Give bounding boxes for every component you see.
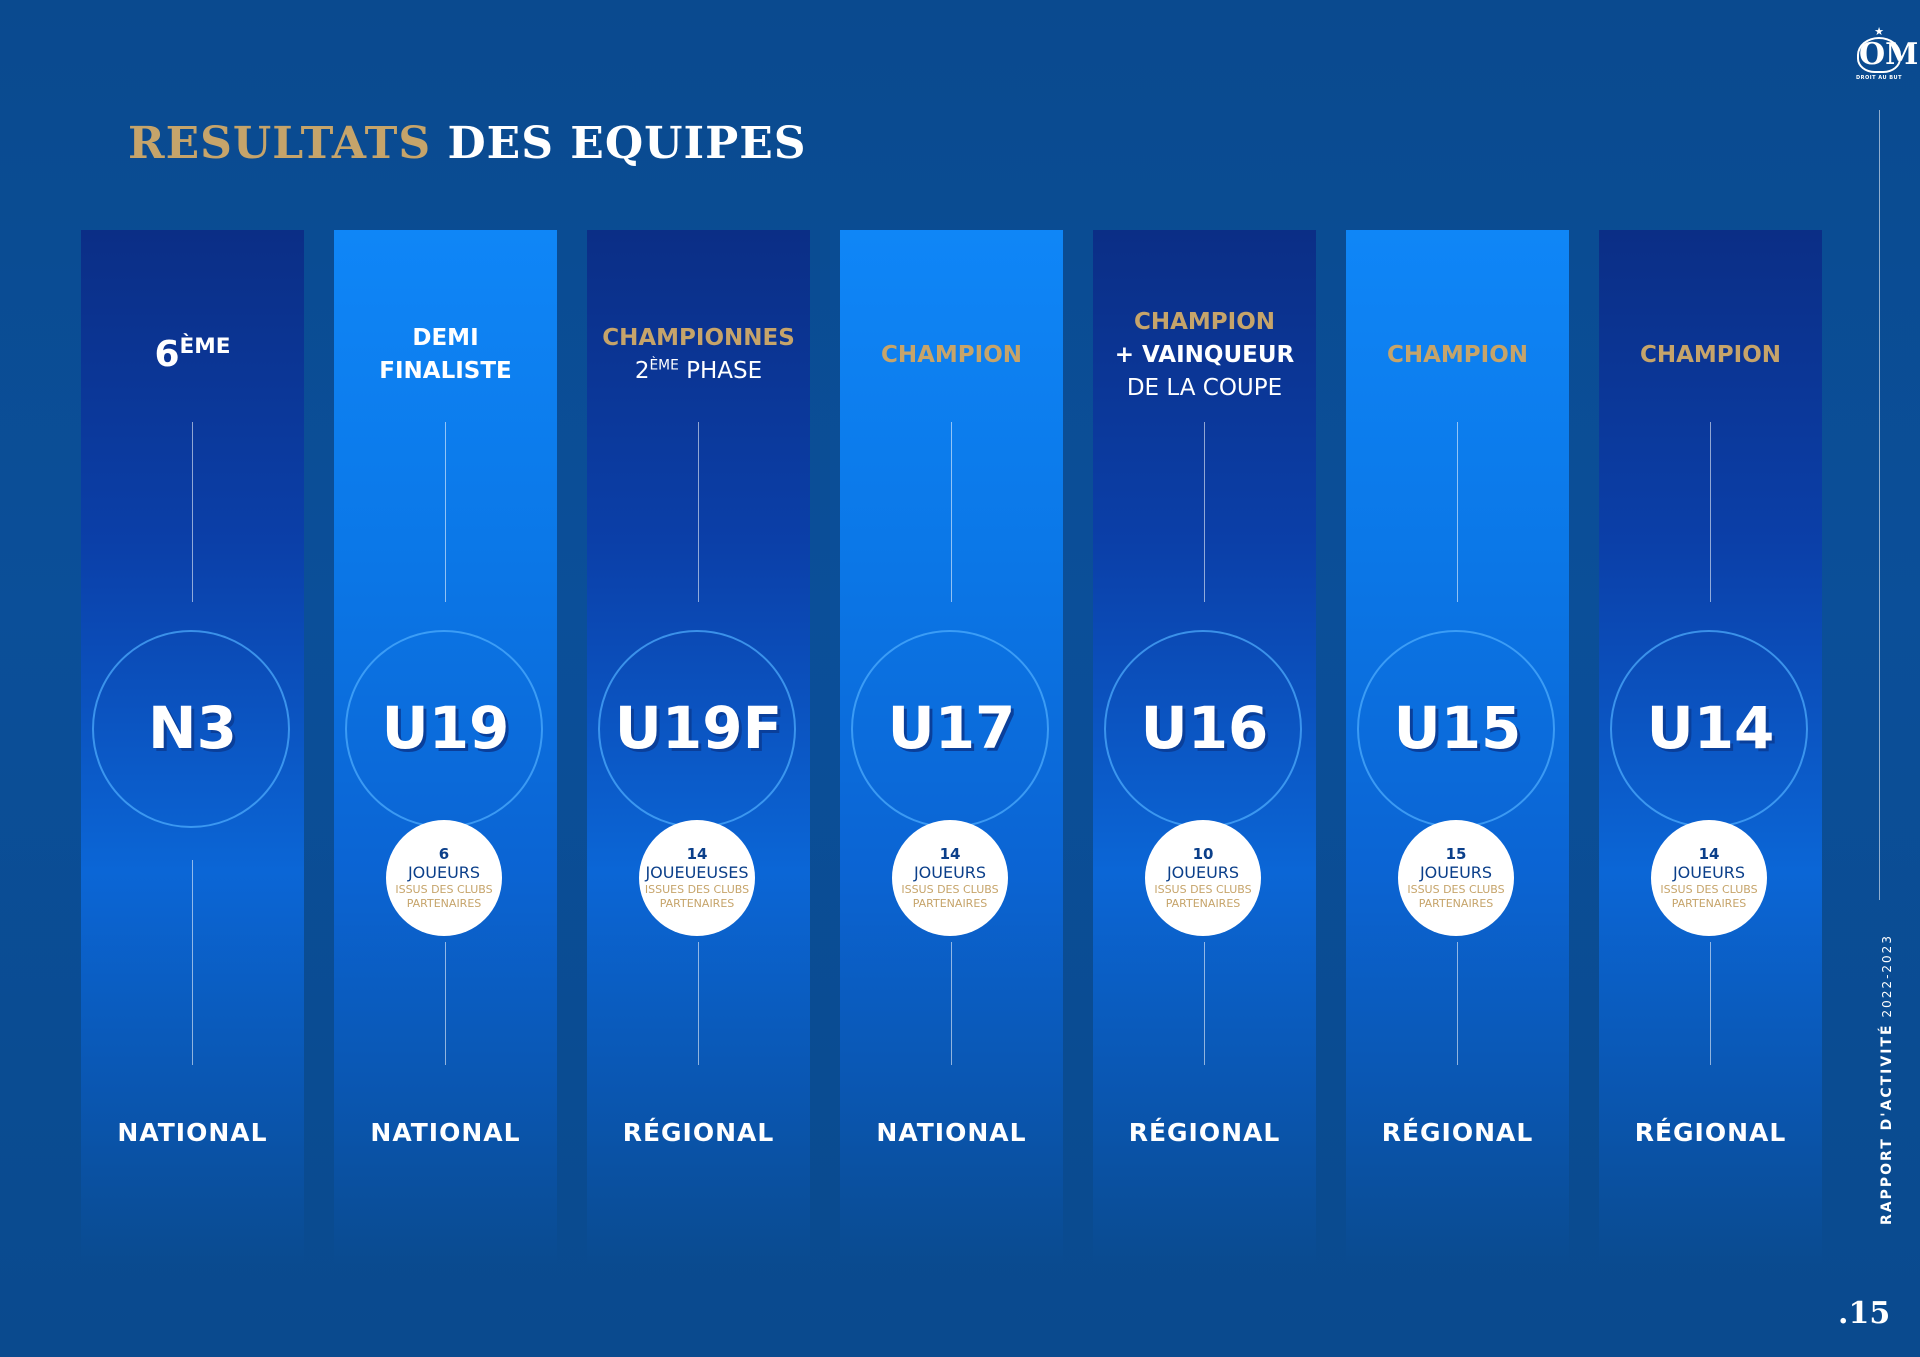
divider-line (1457, 422, 1458, 602)
players-note: ISSUS DES CLUBS (901, 883, 999, 896)
team-circle (92, 630, 290, 828)
players-count: 14 (1698, 845, 1720, 863)
team-result: 6ÈME (81, 300, 304, 410)
team-level: RÉGIONAL (1128, 1118, 1281, 1147)
result-line-3: DE LA COUPE (1126, 374, 1283, 401)
club-logo: ★ OM DROIT AU BUT (1854, 25, 1919, 86)
team-code: N3 (148, 694, 237, 762)
players-note: ISSUS DES CLUBS (395, 883, 493, 896)
team-result: CHAMPION (840, 300, 1063, 410)
result-line-2: + VAINQUEUR (1114, 341, 1295, 368)
team-code: U19 (381, 694, 510, 762)
team-code: U17 (887, 694, 1016, 762)
result-phase-label: PHASE (678, 358, 763, 384)
team-column-n3: 6ÈME N3 NATIONAL (81, 230, 304, 1265)
report-title: RAPPORT D'ACTIVITÉ (1879, 1023, 1895, 1225)
divider-line (1457, 942, 1458, 1065)
result-line-1: CHAMPION (1133, 308, 1276, 335)
players-note: PARTENAIRES (659, 897, 735, 910)
players-badge: 14 JOUEURS ISSUS DES CLUBS PARTENAIRES (892, 820, 1008, 936)
players-note: PARTENAIRES (1671, 897, 1747, 910)
team-code: U14 (1646, 694, 1775, 762)
team-level: RÉGIONAL (622, 1118, 775, 1147)
team-code: U19F (614, 694, 783, 762)
players-label: JOUEURS (407, 863, 481, 882)
players-note: ISSUS DES CLUBS (1154, 883, 1252, 896)
divider-line (1204, 942, 1205, 1065)
report-years: 2022-2023 (1880, 934, 1894, 1018)
divider-line (1710, 942, 1711, 1065)
players-badge: 14 JOUEUEUSES ISSUES DES CLUBS PARTENAIR… (639, 820, 755, 936)
logo-mark: OM (1857, 37, 1919, 73)
divider-line (192, 860, 193, 1065)
report-label: RAPPORT D'ACTIVITÉ 2022-2023 (1879, 934, 1895, 1225)
players-label: JOUEURS (913, 863, 987, 882)
team-column-u19f: CHAMPIONNES 2ÈME PHASE U19F 14 JOUEUEUSE… (587, 230, 810, 1265)
page-title: RESULTATS DES EQUIPES (128, 118, 807, 169)
team-column-u16: CHAMPION + VAINQUEUR DE LA COUPE U16 10 … (1093, 230, 1316, 1265)
title-highlight: RESULTATS (128, 118, 432, 169)
team-level: RÉGIONAL (1634, 1118, 1787, 1147)
divider-line (1710, 422, 1711, 602)
team-level: RÉGIONAL (1381, 1118, 1534, 1147)
result-phase-suffix: ÈME (649, 357, 679, 374)
players-note: ISSUS DES CLUBS (1407, 883, 1505, 896)
result-line-1: DEMI (412, 325, 479, 351)
divider-line (698, 422, 699, 602)
result-line-1: CHAMPION (880, 341, 1023, 368)
divider-line (445, 942, 446, 1065)
players-count: 15 (1445, 845, 1467, 863)
divider-line (951, 422, 952, 602)
result-line-2: FINALISTE (379, 358, 512, 384)
team-code: U16 (1140, 694, 1269, 762)
divider-line (698, 942, 699, 1065)
team-column-u15: CHAMPION U15 15 JOUEURS ISSUS DES CLUBS … (1346, 230, 1569, 1265)
players-note: ISSUES DES CLUBS (644, 883, 750, 896)
star-icon: ★ (1874, 25, 1884, 38)
title-rest: DES EQUIPES (447, 118, 807, 169)
team-level: NATIONAL (117, 1118, 268, 1147)
result-rank: 6 (154, 334, 180, 375)
logo-motto: DROIT AU BUT (1855, 75, 1903, 81)
players-note: PARTENAIRES (406, 897, 482, 910)
team-column-u17: CHAMPION U17 14 JOUEURS ISSUS DES CLUBS … (840, 230, 1063, 1265)
team-result: CHAMPIONNES 2ÈME PHASE (587, 300, 810, 410)
team-result: DEMI FINALISTE (334, 300, 557, 410)
players-note: PARTENAIRES (1165, 897, 1241, 910)
players-count: 14 (686, 845, 708, 863)
divider-line (192, 422, 193, 602)
team-result: CHAMPION + VAINQUEUR DE LA COUPE (1093, 300, 1316, 410)
players-label: JOUEUEUSES (645, 863, 749, 882)
team-result: CHAMPION (1599, 300, 1822, 410)
players-badge: 14 JOUEURS ISSUS DES CLUBS PARTENAIRES (1651, 820, 1767, 936)
players-count: 6 (438, 845, 450, 863)
players-label: JOUEURS (1166, 863, 1240, 882)
team-code: U15 (1393, 694, 1522, 762)
players-badge: 10 JOUEURS ISSUS DES CLUBS PARTENAIRES (1145, 820, 1261, 936)
team-column-u14: CHAMPION U14 14 JOUEURS ISSUS DES CLUBS … (1599, 230, 1822, 1265)
result-line-1: CHAMPION (1639, 341, 1782, 368)
result-phase-number: 2 (634, 358, 650, 384)
team-level: NATIONAL (876, 1118, 1027, 1147)
team-result: CHAMPION (1346, 300, 1569, 410)
result-rank-suffix: ÈME (179, 334, 231, 359)
page-number: .15 (1838, 1296, 1891, 1331)
players-count: 10 (1192, 845, 1214, 863)
result-line-1: CHAMPION (1386, 341, 1529, 368)
divider-line (445, 422, 446, 602)
team-level: NATIONAL (370, 1118, 521, 1147)
players-note: ISSUS DES CLUBS (1660, 883, 1758, 896)
players-count: 14 (939, 845, 961, 863)
players-note: PARTENAIRES (912, 897, 988, 910)
team-column-u19: DEMI FINALISTE U19 6 JOUEURS ISSUS DES C… (334, 230, 557, 1265)
players-label: JOUEURS (1419, 863, 1493, 882)
players-label: JOUEURS (1672, 863, 1746, 882)
divider-line (1204, 422, 1205, 602)
players-note: PARTENAIRES (1418, 897, 1494, 910)
divider-line (951, 942, 952, 1065)
players-badge: 15 JOUEURS ISSUS DES CLUBS PARTENAIRES (1398, 820, 1514, 936)
side-divider (1879, 110, 1880, 900)
result-line-1: CHAMPIONNES (602, 325, 795, 351)
players-badge: 6 JOUEURS ISSUS DES CLUBS PARTENAIRES (386, 820, 502, 936)
